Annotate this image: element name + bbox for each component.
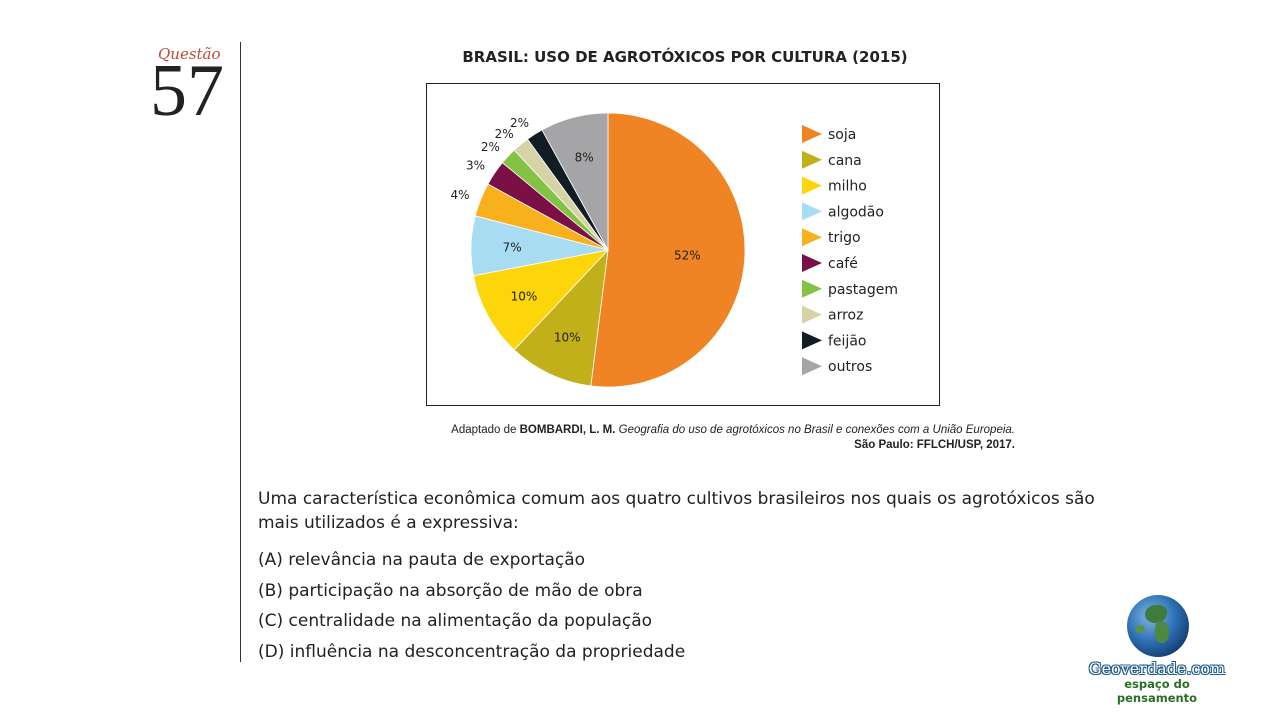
legend-label-cana: cana [828,153,862,169]
option-c[interactable]: (C) centralidade na alimentação da popul… [258,611,653,631]
pie-slice-cana [513,248,609,387]
legend-marker-cana [802,150,822,169]
slice-value-label-feijão: 2% [510,116,529,130]
legend-label-soja: soja [828,127,856,143]
legend-label-pastagem: pastagem [828,282,898,298]
legend-marker-pastagem [802,279,822,298]
slice-value-label-milho: 10% [511,290,538,304]
slice-value-label-algodão: 7% [503,241,522,255]
slice-value-label-pastagem: 2% [481,140,500,154]
slice-value-label-café: 3% [466,159,485,173]
logo-tagline: espaço do pensamento [1116,677,1198,705]
pie-chart: 52%10%10%7%4%3%2%2%2%8%sojacanamilhoalgo… [451,112,898,388]
divider-line [240,42,241,662]
legend-label-trigo: trigo [828,230,861,246]
legend-marker-trigo [802,228,822,247]
logo-name: Geoverdade.com [1088,659,1226,678]
answer-options: (A) relevância na pauta de exportação (B… [258,548,685,670]
chart-frame: 52% 10% 10% 7% 4% 3% 2% 2% 2% 8% soja cana milho algo… [426,83,940,406]
pie-slice-outros [541,112,609,251]
source-author: BOMBARDI, L. M. [519,424,616,436]
legend-marker-algodão [802,202,822,221]
question-text: Uma característica econômica comum aos q… [258,489,1095,533]
legend-label-milho: milho [828,179,867,195]
option-b[interactable]: (B) participação na absorção de mão de o… [258,580,643,601]
source-citation-line2: São Paulo: FFLCH/USP, 2017. [854,439,1015,451]
legend-label-arroz: arroz [828,308,863,324]
question-number: 57 [150,50,224,132]
legend-marker-feijão [802,331,822,350]
slice-value-label-soja: 52% [674,249,701,263]
option-d[interactable]: (D) influência na desconcentração da pro… [258,641,686,662]
legend-label-feijão: feijão [828,333,866,349]
option-a[interactable]: (A) relevância na pauta de exportação [258,550,586,570]
chart-title: BRASIL: USO DE AGROTÓXICOS POR CULTURA (… [462,48,908,66]
pie-slice-milho [472,249,610,351]
legend-marker-outros [802,357,822,376]
source-citation-line1: Adaptado de BOMBARDI, L. M. Geografia do… [300,424,1015,436]
source-prefix: Adaptado de [451,424,517,436]
site-logo[interactable]: Geoverdade.com espaço do pensamento [1080,595,1230,705]
question-label: Questão [158,45,221,63]
source-work: Geografia do uso de agrotóxicos no Brasi… [618,424,1015,436]
legend-label-outros: outros [828,359,872,375]
slice-value-label-outros: 8% [575,151,594,165]
legend-marker-milho [802,176,822,195]
slice-value-label-arroz: 2% [495,127,514,141]
legend-marker-soja [802,125,822,143]
legend-marker-café [802,254,822,272]
slice-value-label-trigo: 4% [451,188,470,202]
legend-marker-arroz [802,305,822,324]
globe-icon [1127,595,1189,657]
legend-label-algodão: algodão [828,204,884,220]
pie-slice-soja [590,112,746,388]
legend-label-café: café [828,256,858,272]
slice-value-label-cana: 10% [554,330,581,344]
